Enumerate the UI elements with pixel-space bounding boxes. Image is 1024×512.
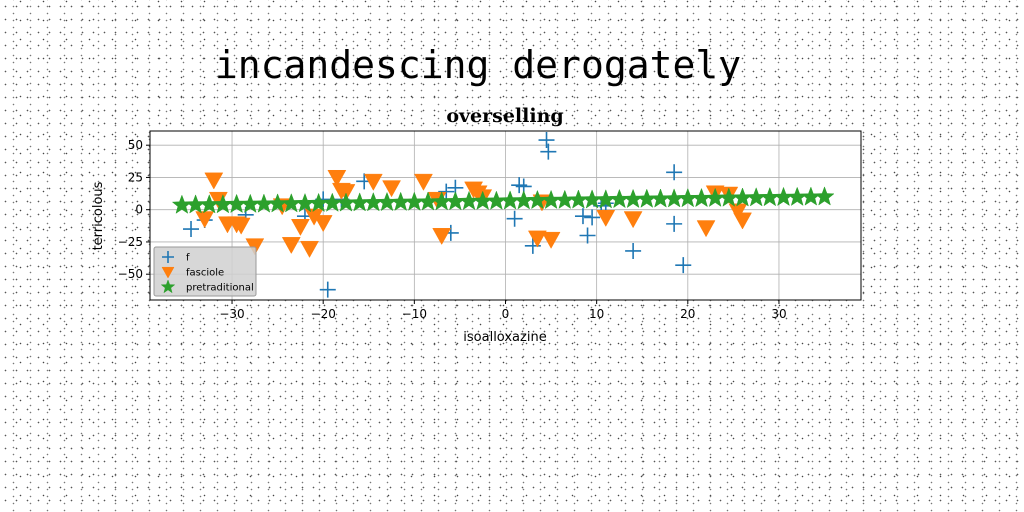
y-axis-ticks: −50 −25 0 25 50: [118, 138, 150, 281]
data-point-f: [538, 132, 555, 149]
data-point-fasciole: [363, 173, 383, 191]
data-point-f: [438, 183, 455, 200]
data-point-fasciole: [281, 237, 301, 255]
data-point-fasciole: [382, 180, 401, 198]
data-point-fasciole: [231, 217, 251, 235]
y-tick-label: −25: [118, 235, 143, 249]
x-tick-label: 30: [771, 307, 786, 321]
data-point-fasciole: [414, 173, 433, 191]
data-point-fasciole: [541, 231, 561, 249]
x-tick-label: 0: [502, 307, 510, 321]
legend-item-pretraditional: pretraditional: [160, 279, 254, 294]
y-tick-label: 25: [128, 170, 143, 184]
data-point-fasciole: [623, 211, 643, 229]
x-axis-ticks: −30 −20 −10 0 10 20 30: [219, 300, 787, 321]
legend-marker-pretraditional: [160, 279, 176, 294]
data-point-fasciole: [696, 220, 716, 238]
y-axis-label: terricolous: [91, 181, 106, 250]
data-point-f: [506, 210, 523, 227]
data-point-fasciole: [204, 172, 224, 190]
data-point-f: [579, 227, 596, 244]
x-tick-label: 10: [589, 307, 604, 321]
data-point-f: [540, 143, 557, 160]
data-point-pretraditional: [814, 186, 835, 206]
data-marks: [171, 132, 835, 298]
chart-title: overselling: [446, 105, 563, 127]
legend-box: [153, 246, 257, 297]
data-point-f: [625, 242, 642, 259]
data-point-f: [666, 164, 683, 181]
x-axis-label: isoalloxazine: [463, 330, 546, 345]
data-point-fasciole: [527, 230, 547, 248]
x-tick-label: −10: [402, 307, 427, 321]
data-point-f: [183, 221, 200, 238]
data-point-f: [675, 257, 692, 274]
y-tick-label: 50: [128, 138, 143, 152]
data-point-fasciole: [733, 212, 752, 230]
series-pretraditional: [171, 186, 835, 214]
data-point-fasciole: [300, 240, 319, 258]
data-point-fasciole: [596, 209, 616, 227]
y-tick-label: 0: [135, 203, 143, 217]
x-tick-label: −30: [219, 307, 244, 321]
figure-suptitle: incandescing derogately: [215, 43, 741, 87]
data-point-f: [319, 281, 336, 298]
data-point-fasciole: [432, 228, 452, 246]
legend: f fasciole pretraditional: [153, 246, 257, 297]
y-tick-label: −50: [118, 267, 143, 281]
data-point-fasciole: [327, 169, 347, 187]
legend-label-fasciole: fasciole: [186, 268, 224, 279]
legend-marker-fasciole: [161, 266, 175, 279]
data-point-fasciole: [313, 215, 333, 233]
data-point-f: [666, 215, 683, 232]
data-point-fasciole: [290, 219, 310, 236]
legend-marker-f: [162, 251, 174, 263]
series-fasciole: [195, 169, 752, 258]
data-point-f: [574, 208, 591, 225]
legend-item-f: f: [162, 251, 190, 264]
legend-label-f: f: [186, 253, 190, 264]
x-tick-label: 20: [680, 307, 695, 321]
legend-label-pretraditional: pretraditional: [186, 283, 254, 294]
x-tick-label: −20: [311, 307, 336, 321]
data-point-f: [584, 209, 601, 226]
legend-item-fasciole: fasciole: [161, 266, 224, 279]
